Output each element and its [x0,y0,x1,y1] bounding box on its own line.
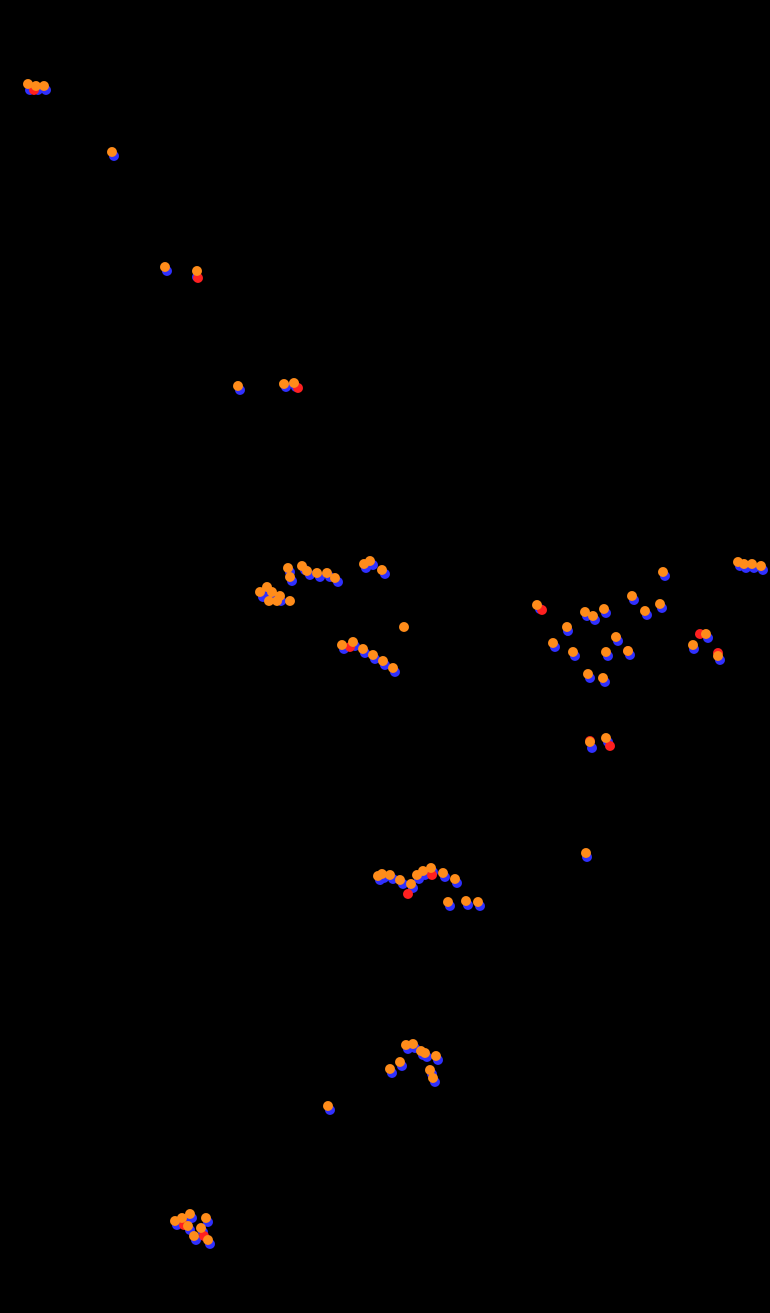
scatter-point [388,663,398,673]
scatter-point [655,599,665,609]
scatter-point [189,1231,199,1241]
scatter-point [598,673,608,683]
scatter-point [473,897,483,907]
scatter-point [160,262,170,272]
scatter-point [532,600,542,610]
scatter-point [403,889,413,899]
scatter-point [585,737,595,747]
scatter-point [756,561,766,571]
scatter-point [365,556,375,566]
scatter-point [443,897,453,907]
scatter-point [107,147,117,157]
scatter-point [601,733,611,743]
scatter-point [611,632,621,642]
scatter-point [192,266,202,276]
scatter-plot [0,0,770,1313]
scatter-point [279,379,289,389]
scatter-point [450,874,460,884]
scatter-point [196,1223,206,1233]
scatter-point [406,879,416,889]
scatter-point [562,622,572,632]
scatter-point [688,640,698,650]
scatter-point [583,669,593,679]
scatter-point [640,606,650,616]
scatter-point [548,638,558,648]
scatter-point [330,573,340,583]
scatter-point [568,647,578,657]
scatter-point [285,596,295,606]
scatter-point [323,1101,333,1111]
scatter-point [272,596,282,606]
scatter-point [285,572,295,582]
scatter-point [203,1235,213,1245]
scatter-point [599,604,609,614]
scatter-point [420,1048,430,1058]
scatter-point [395,1057,405,1067]
scatter-point [368,650,378,660]
scatter-point [185,1209,195,1219]
scatter-point [431,1051,441,1061]
scatter-point [701,629,711,639]
scatter-point [312,568,322,578]
scatter-point [399,622,409,632]
scatter-point [627,591,637,601]
scatter-point [289,378,299,388]
scatter-point [588,611,598,621]
scatter-point [623,646,633,656]
scatter-point [233,381,243,391]
scatter-point [461,896,471,906]
scatter-point [428,1073,438,1083]
scatter-point [358,644,368,654]
scatter-point [378,656,388,666]
scatter-point [183,1221,193,1231]
scatter-point [302,566,312,576]
scatter-point [201,1213,211,1223]
scatter-point [395,875,405,885]
scatter-point [377,565,387,575]
scatter-point [713,651,723,661]
scatter-point [337,640,347,650]
scatter-point [581,848,591,858]
scatter-point [601,647,611,657]
scatter-point [385,870,395,880]
scatter-point [348,637,358,647]
scatter-point [39,81,49,91]
scatter-point [426,863,436,873]
scatter-point [385,1064,395,1074]
scatter-point [438,868,448,878]
scatter-point [658,567,668,577]
